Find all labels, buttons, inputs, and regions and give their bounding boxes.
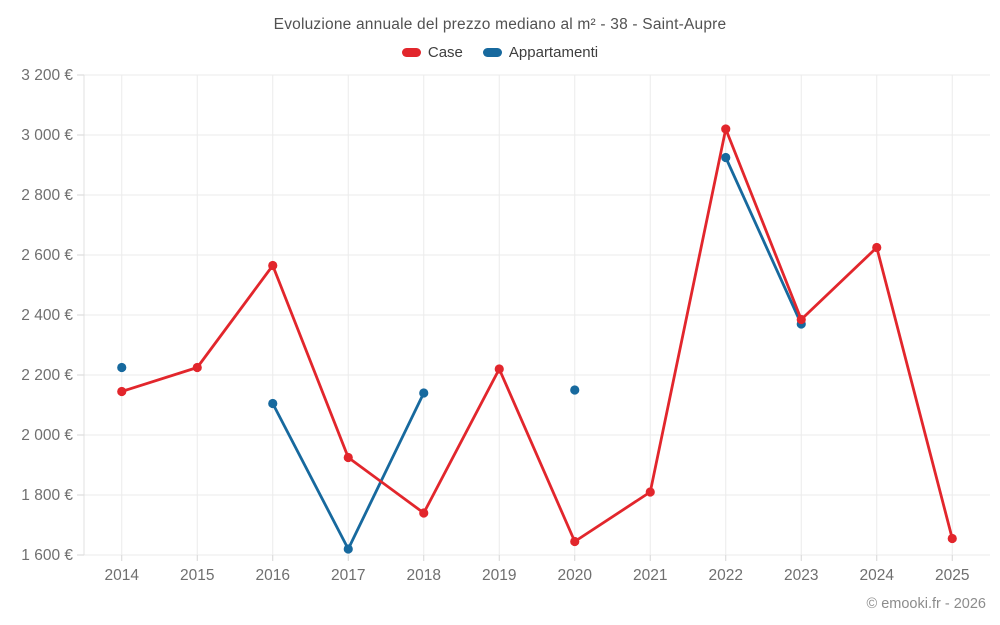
- x-axis-tick-label: 2024: [860, 567, 895, 584]
- y-axis-tick-label: 2 000 €: [21, 427, 73, 444]
- y-axis-tick-label: 3 200 €: [21, 67, 73, 84]
- y-axis-tick-label: 2 200 €: [21, 367, 73, 384]
- appartamenti-point-2014[interactable]: [117, 362, 127, 373]
- appartamenti-line: [724, 156, 803, 326]
- x-axis-tick-label: 2017: [331, 567, 365, 584]
- case-point-2016[interactable]: [268, 260, 278, 271]
- case-legend-swatch: [401, 48, 421, 57]
- y-axis-tick-label: 2 800 €: [21, 187, 73, 204]
- case-point-2021[interactable]: [645, 487, 655, 497]
- appartamenti-legend-label: Appartamenti: [508, 44, 599, 61]
- x-axis-tick-label: 2021: [633, 567, 667, 584]
- copyright: © emooki.fr - 2026: [866, 596, 986, 612]
- y-axis-tick-label: 1 600 €: [21, 547, 73, 564]
- x-axis-tick-label: 2019: [482, 567, 516, 584]
- case-point-2017[interactable]: [343, 452, 353, 463]
- case-point-2020[interactable]: [570, 536, 580, 547]
- y-axis-tick-label: 2 600 €: [21, 247, 73, 264]
- chart-title: Evoluzione annuale del prezzo mediano al…: [273, 16, 727, 33]
- x-axis-tick-label: 2020: [558, 567, 593, 584]
- appartamenti-point-2016[interactable]: [268, 398, 278, 409]
- appartamenti-legend-swatch: [482, 48, 502, 57]
- x-axis-tick-label: 2018: [407, 567, 441, 584]
- case-legend-label: Case: [427, 44, 463, 61]
- case-point-2018[interactable]: [419, 508, 429, 518]
- y-axis-tick-label: 2 400 €: [21, 307, 73, 324]
- case-point-2025[interactable]: [947, 533, 957, 544]
- case-point-2023[interactable]: [796, 314, 806, 325]
- x-axis-tick-label: 2023: [784, 567, 818, 584]
- x-axis-tick-label: 2016: [256, 567, 290, 584]
- appartamenti-point-2017[interactable]: [343, 544, 353, 554]
- y-axis-tick-label: 3 000 €: [21, 127, 73, 144]
- chart-legend: Case Appartamenti: [0, 44, 1000, 61]
- appartamenti-point-2018[interactable]: [419, 388, 429, 398]
- x-axis-tick-label: 2015: [180, 567, 214, 584]
- case-point-2014[interactable]: [117, 386, 127, 397]
- case-point-2015[interactable]: [192, 362, 202, 373]
- case-point-2024[interactable]: [872, 242, 882, 253]
- x-axis-tick-label: 2014: [105, 567, 140, 584]
- legend-item-appartamenti[interactable]: Appartamenti: [482, 44, 599, 61]
- x-axis-tick-label: 2025: [935, 567, 969, 584]
- case-point-2022[interactable]: [721, 124, 731, 134]
- case-point-2019[interactable]: [494, 364, 504, 374]
- x-axis-tick-label: 2022: [709, 567, 743, 584]
- legend-item-case[interactable]: Case: [401, 44, 463, 61]
- y-axis-tick-label: 1 800 €: [21, 487, 73, 504]
- appartamenti-point-2020[interactable]: [570, 385, 580, 395]
- appartamenti-point-2022[interactable]: [721, 152, 731, 163]
- case-line: [120, 127, 954, 543]
